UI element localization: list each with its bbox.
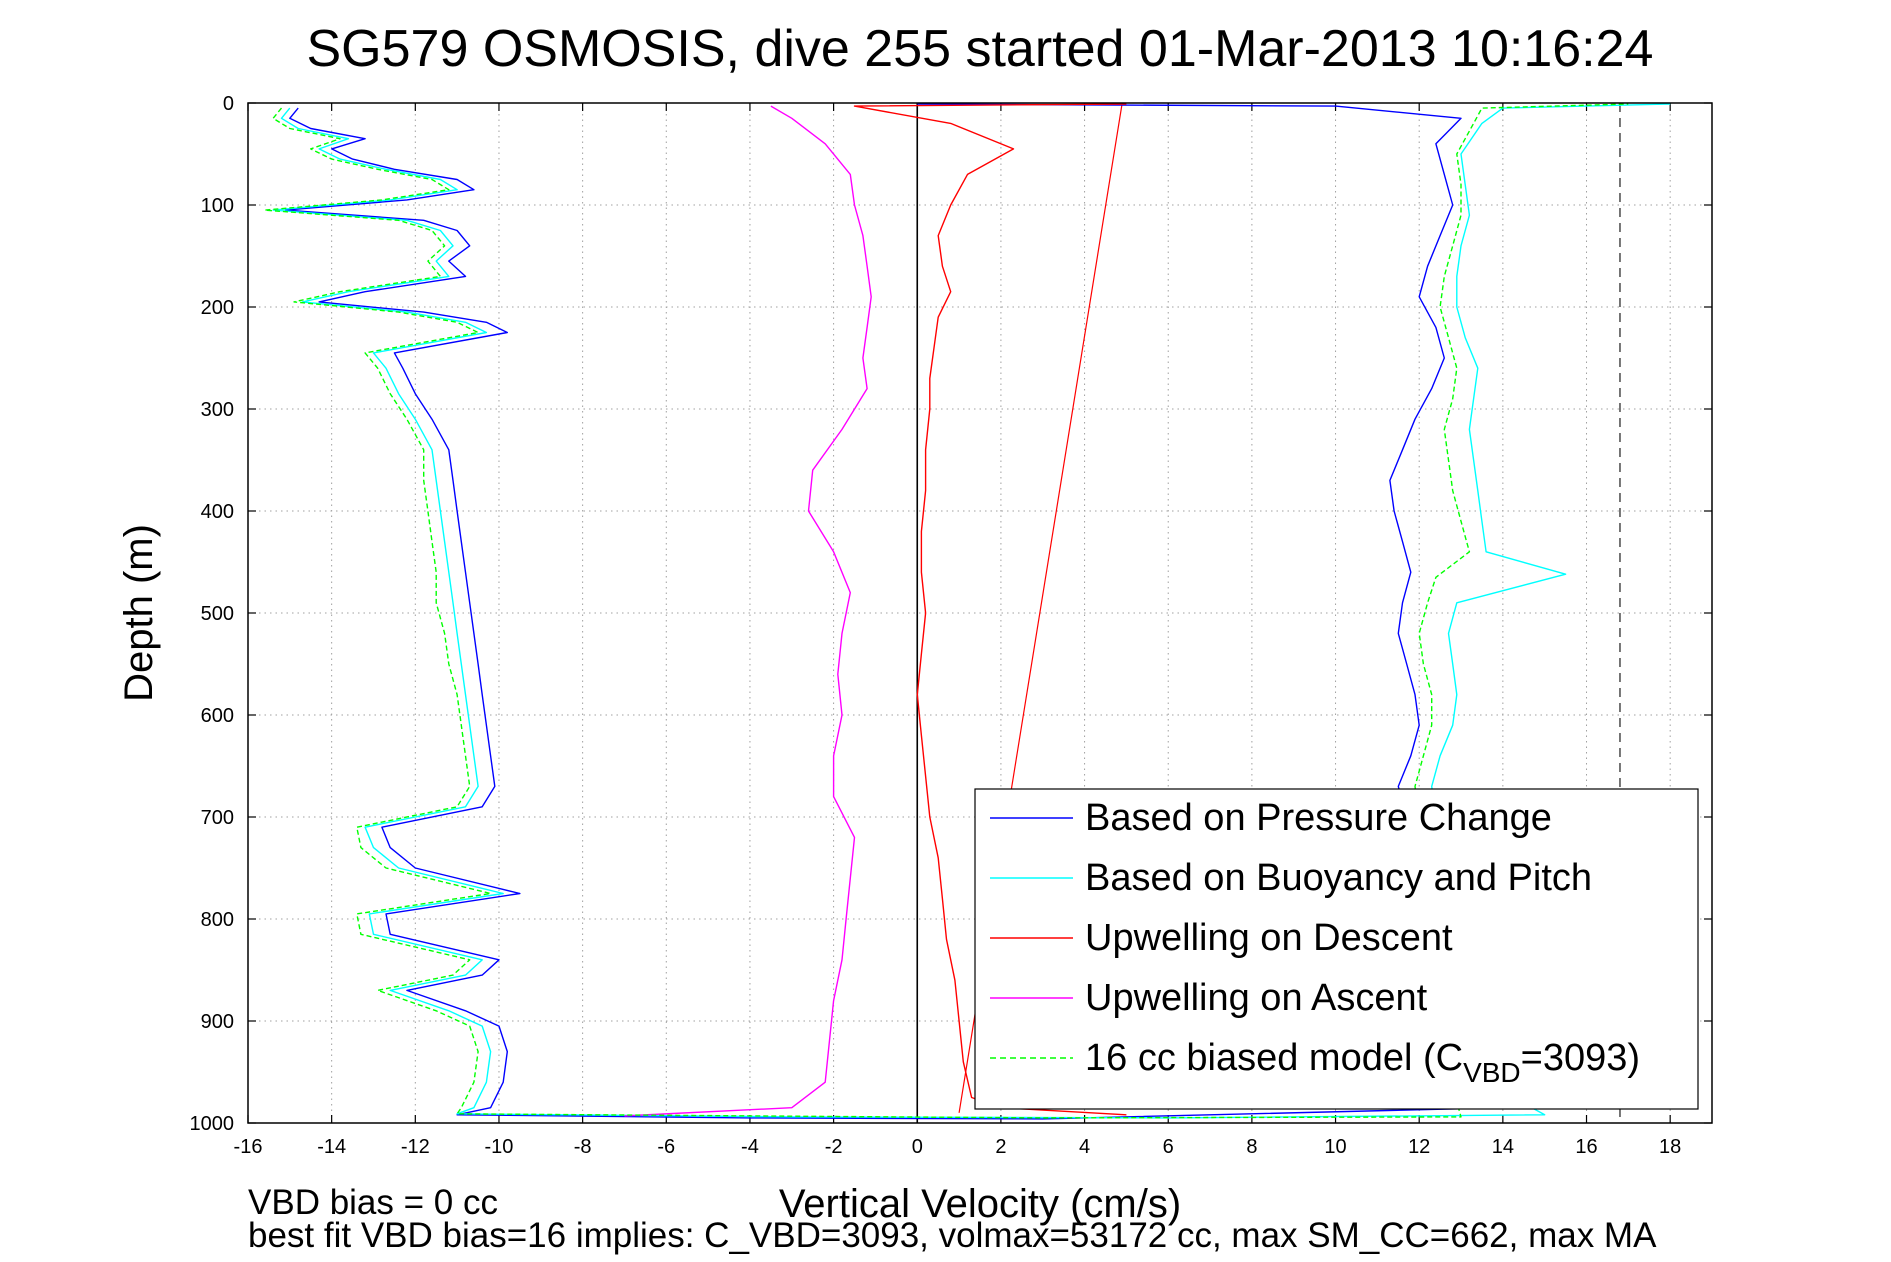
legend-label-suffix: =3093)	[1521, 1037, 1640, 1079]
y-tick-label: 800	[201, 909, 234, 931]
x-tick-label: 10	[1324, 1136, 1346, 1158]
x-axis-ticks: -16 -14 -12 -10 -8 -6 -4 -2 0 2 4 6 8 10 12 14 16 18	[234, 103, 1681, 1158]
legend-label-prefix: 16 cc biased model (C	[1085, 1037, 1463, 1079]
x-tick-label: 8	[1246, 1136, 1257, 1158]
x-tick-label: -4	[741, 1136, 759, 1158]
y-tick-label: 0	[223, 93, 234, 115]
y-tick-label: 900	[201, 1011, 234, 1033]
x-tick-label: 14	[1492, 1136, 1514, 1158]
x-tick-label: -14	[317, 1136, 346, 1158]
series-line-16-cc-biased-model-c-vbd-3093	[264, 103, 1629, 1119]
y-tick-label: 400	[201, 501, 234, 523]
legend-label-subscript: VBD	[1463, 1057, 1521, 1088]
legend-label: 16 cc biased model (CVBD=3093)	[1085, 1037, 1640, 1088]
legend-items: Based on Pressure Change Based on Buoyanc…	[990, 797, 1640, 1088]
series-line-based-on-pressure-change	[284, 103, 1504, 1120]
x-tick-label: 12	[1408, 1136, 1430, 1158]
y-tick-label: 100	[201, 195, 234, 217]
legend-label: Upwelling on Ascent	[1085, 977, 1428, 1019]
best-fit-note: best fit VBD bias=16 implies: C_VBD=3093…	[248, 1216, 1657, 1255]
y-tick-label: 600	[201, 705, 234, 727]
y-axis-ticks: 0 100 200 300 400 500 600 700 800 900 1000	[190, 93, 1712, 1135]
x-tick-label: 18	[1659, 1136, 1681, 1158]
y-tick-label: 300	[201, 399, 234, 421]
x-axis-label: Vertical Velocity (cm/s)	[779, 1182, 1181, 1226]
x-tick-label: 4	[1079, 1136, 1090, 1158]
legend-label: Based on Buoyancy and Pitch	[1085, 857, 1592, 899]
x-tick-label: -2	[825, 1136, 843, 1158]
x-tick-label: 6	[1163, 1136, 1174, 1158]
vbd-bias-note: VBD bias = 0 cc	[248, 1183, 498, 1222]
y-tick-label: 700	[201, 807, 234, 829]
y-tick-label: 500	[201, 603, 234, 625]
chart-title: SG579 OSMOSIS, dive 255 started 01-Mar-2…	[307, 20, 1654, 78]
x-tick-label: 2	[995, 1136, 1006, 1158]
series-line-upwelling-on-descent	[853, 103, 1127, 1116]
x-tick-label: -10	[485, 1136, 514, 1158]
y-tick-label: 1000	[190, 1113, 235, 1135]
plot-frame	[247, 102, 1713, 1124]
x-tick-label: 16	[1575, 1136, 1597, 1158]
y-tick-label: 200	[201, 297, 234, 319]
y-axis-label: Depth (m)	[117, 524, 161, 702]
x-tick-label: -16	[234, 1136, 263, 1158]
legend-box	[974, 788, 1699, 1110]
x-tick-label: 0	[912, 1136, 923, 1158]
series-line-upwelling-on-ascent	[624, 105, 872, 1117]
series-line-based-on-buoyancy-and-pitch	[272, 103, 1671, 1119]
legend: Based on Pressure Change Based on Buoyanc…	[974, 788, 1699, 1110]
series-lines	[264, 102, 1671, 1123]
x-tick-label: -8	[574, 1136, 592, 1158]
x-tick-label: -6	[657, 1136, 675, 1158]
x-tick-label: -12	[401, 1136, 430, 1158]
legend-label: Based on Pressure Change	[1085, 797, 1552, 839]
legend-label: Upwelling on Descent	[1085, 917, 1453, 959]
